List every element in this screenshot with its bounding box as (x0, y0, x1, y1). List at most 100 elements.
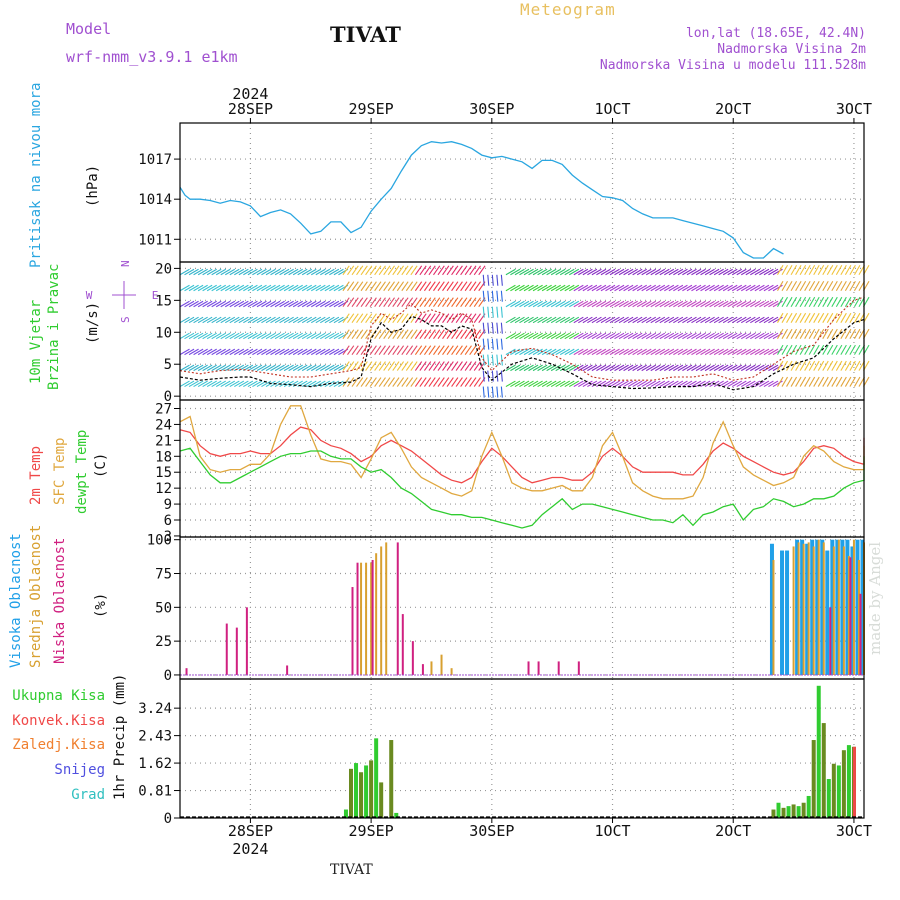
temp-ylabel: (C) (93, 453, 109, 478)
wind-barb (532, 364, 543, 372)
wind-barb (659, 380, 670, 388)
wind-barb (682, 284, 693, 292)
wind-barb (292, 284, 303, 292)
wind-barb (559, 364, 571, 372)
wind-barb (664, 380, 675, 388)
wind-barb (347, 361, 355, 371)
wind-barb (505, 284, 516, 292)
wind-barb (202, 364, 213, 372)
y-tick-label: 50 (155, 600, 172, 616)
wind-barb (320, 284, 331, 292)
wind-barb (500, 370, 503, 382)
wind-barb (645, 332, 657, 340)
wind-barb (193, 316, 204, 324)
wind-barb (292, 268, 303, 276)
wind-barb (546, 284, 557, 292)
wind-barb (433, 329, 441, 339)
wind-barb (365, 281, 373, 292)
wind-barb (342, 345, 350, 355)
wind-barb (451, 265, 459, 276)
wind-barb (659, 332, 670, 340)
wind-barb (745, 268, 756, 276)
wind-barb (378, 329, 386, 339)
wind-barb (496, 306, 499, 318)
wind-barb (500, 322, 503, 334)
wind-barb (369, 297, 377, 308)
temp-label-dewpt: dewpt Temp (74, 430, 90, 514)
wind-barb (211, 364, 222, 372)
cloud-bar (527, 661, 530, 675)
wind-barb (587, 316, 598, 324)
wind-barb (283, 380, 294, 388)
precip-total-bar (811, 740, 816, 818)
wind-barb (772, 364, 783, 372)
wind-barb (433, 313, 441, 324)
wind-barb (564, 316, 575, 324)
wind-barb (636, 332, 647, 340)
wind-barb (835, 344, 843, 355)
wind-barb (844, 280, 852, 292)
wind-barb (546, 332, 557, 340)
wind-barb (727, 332, 738, 340)
wind-barb (414, 377, 423, 387)
wind-barb (442, 297, 450, 308)
wind-barb (722, 332, 733, 340)
wind-barb (645, 380, 657, 388)
wind-barb (718, 268, 729, 276)
wind-barb (351, 377, 359, 387)
wind-barb (392, 345, 400, 355)
wind-barb (600, 332, 611, 340)
wind-barb (786, 280, 793, 292)
wind-barb (537, 268, 548, 276)
wind-barb (695, 332, 706, 340)
wind-barb (559, 332, 571, 340)
wind-barb (392, 265, 400, 276)
cloud-bar (411, 641, 414, 675)
wind-barb (365, 377, 373, 387)
cloud-bar (860, 539, 865, 675)
wind-barb (528, 316, 539, 324)
wind-barb (256, 316, 267, 324)
wind-barb (569, 300, 580, 308)
wind-barb (736, 364, 747, 372)
cloud-bar (812, 546, 815, 675)
wind-barb (754, 380, 765, 388)
wind-barb (288, 284, 299, 292)
precip-total-bar (806, 795, 811, 818)
wind-barb (528, 300, 539, 308)
wind-barb (215, 268, 227, 276)
wind-barb (487, 290, 490, 302)
wind-barb (297, 364, 308, 372)
wind-barb (695, 300, 706, 308)
wind-barb (356, 265, 364, 276)
wind-barb (645, 300, 657, 308)
wind-barb (220, 316, 231, 324)
wind-barb (378, 297, 386, 308)
wind-barb (392, 297, 400, 308)
wind-barb (804, 328, 811, 339)
wind-barb (514, 364, 525, 372)
wind-barb (704, 300, 715, 308)
wind-barb (306, 348, 317, 356)
wind-barb (342, 329, 350, 339)
wind-barb (410, 329, 418, 339)
pressure-ylabel: (hPa) (85, 165, 101, 207)
wind-barb (193, 380, 204, 388)
wind-barb (211, 284, 222, 292)
wind-barb (582, 332, 593, 340)
wind-barb (668, 364, 679, 372)
wind-barb (745, 364, 756, 372)
wind-barb (270, 348, 281, 356)
wind-barb (378, 377, 386, 387)
wind-barb (365, 345, 373, 355)
wind-barb (410, 361, 418, 371)
wind-barb (342, 265, 350, 276)
cloud-bar (857, 559, 860, 675)
wind-barb (573, 268, 584, 276)
wind-barb (582, 300, 593, 308)
wind-barb (279, 332, 290, 340)
wind-barb (401, 297, 409, 308)
wind-barb (356, 345, 364, 355)
wind-barb (772, 316, 783, 324)
wind-barb (310, 332, 322, 340)
